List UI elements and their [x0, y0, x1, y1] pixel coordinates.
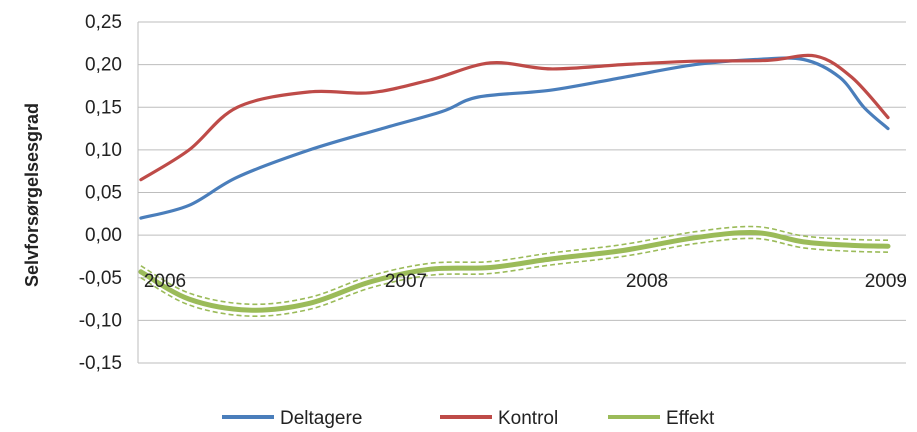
legend-label: Kontrol: [498, 408, 558, 429]
x-tick-labels: 2006 2007 2008 2009: [144, 271, 907, 292]
series-effekt-line: [138, 229, 891, 313]
legend-item-effekt: Effekt: [608, 408, 715, 429]
gridlines: [137, 21, 906, 364]
y-tick-label: 0,20: [85, 55, 122, 76]
y-tick-label: 0,10: [85, 140, 122, 161]
y-tick-label: 0,15: [85, 97, 122, 118]
series-lines: [138, 53, 891, 318]
legend-item-deltagere: Deltagere: [222, 408, 362, 429]
legend-label: Deltagere: [280, 408, 362, 429]
y-tick-label: 0,25: [85, 12, 122, 33]
series-kontrol-line: [139, 53, 890, 182]
y-tick-label: -0,10: [79, 310, 122, 331]
series-deltagere-line: [139, 56, 890, 220]
y-tick-label: 0,05: [85, 183, 122, 204]
legend-item-kontrol: Kontrol: [440, 408, 558, 429]
legend-label: Effekt: [666, 408, 715, 429]
x-tick-label: 2007: [385, 271, 427, 292]
legend: Deltagere Kontrol Effekt: [222, 408, 715, 429]
x-tick-label: 2006: [144, 271, 186, 292]
x-tick-label: 2009: [865, 271, 907, 292]
y-tick-labels: 0,25 0,20 0,15 0,10 0,05 0,00 -0,05 -0,10 -0,15: [79, 12, 122, 374]
y-tick-label: -0,15: [79, 353, 122, 374]
series-effekt-lower-band: [140, 237, 889, 318]
series-effekt-upper-band: [140, 225, 889, 306]
y-axis-label: Selvforsørgelsesgrad: [22, 103, 42, 287]
y-tick-label: -0,05: [79, 268, 122, 289]
x-tick-label: 2008: [626, 271, 668, 292]
y-tick-label: 0,00: [85, 225, 122, 246]
